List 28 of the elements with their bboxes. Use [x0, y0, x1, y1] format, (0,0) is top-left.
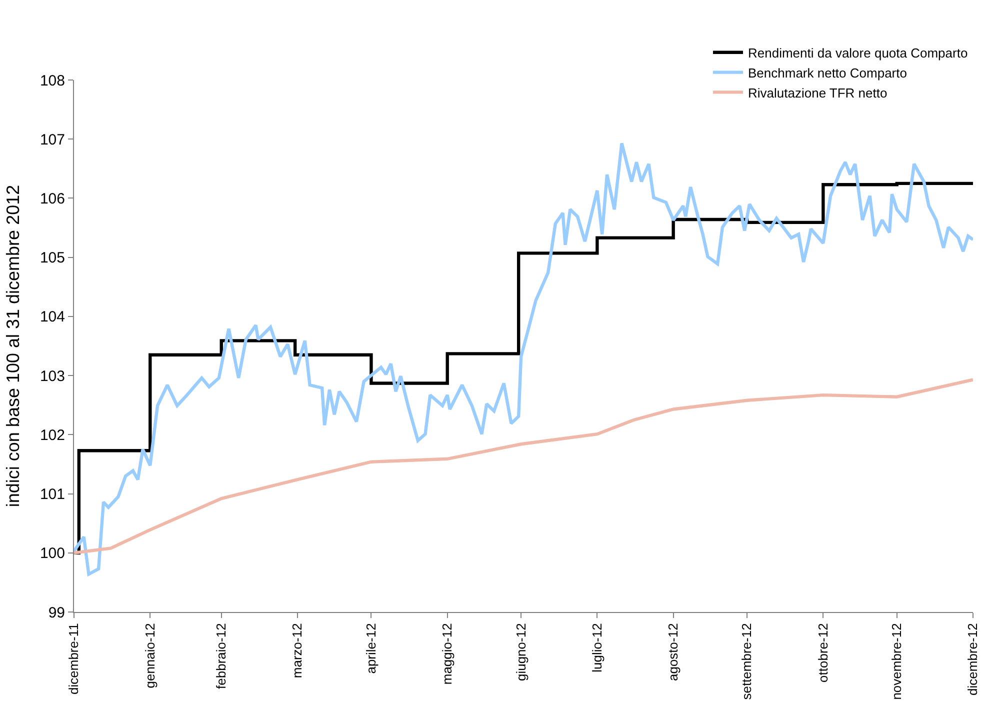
- x-tick-label: dicembre-11: [66, 623, 82, 694]
- y-tick-label: 100: [40, 545, 65, 562]
- y-tick-label: 107: [40, 131, 65, 148]
- x-tick-label: luglio-12: [589, 623, 604, 672]
- x-tick-label: marzo-12: [290, 623, 305, 678]
- x-tick-label: settembre-12: [739, 623, 754, 700]
- y-tick-label: 101: [40, 486, 65, 504]
- x-tick-label: aprile-12: [363, 623, 378, 674]
- x-tick-label: agosto-12: [666, 623, 681, 682]
- x-tick-label: ottobre-12: [815, 623, 830, 682]
- y-tick-label: 103: [40, 368, 65, 385]
- line-series: [74, 378, 973, 554]
- x-tick-label: dicembre-12: [965, 623, 980, 696]
- y-axis-title: indici con base 100 al 31 dicembre 2012: [3, 184, 24, 508]
- legend-label: Benchmark netto Comparto: [748, 65, 907, 80]
- y-tick-label: 99: [48, 604, 65, 622]
- x-tick-label: maggio-12: [440, 623, 455, 685]
- y-tick-label: 105: [40, 250, 65, 267]
- y-tick-label: 104: [40, 308, 65, 326]
- y-tick-label: 106: [40, 190, 65, 208]
- x-tick-label: novembre-12: [889, 623, 904, 700]
- legend-label: Rendimenti da valore quota Comparto: [748, 45, 968, 60]
- legend-label: Rivalutazione TFR netto: [748, 85, 888, 100]
- x-tick-label: febbraio-12: [214, 623, 229, 689]
- x-tick-label: giugno-12: [513, 623, 528, 682]
- y-tick-label: 108: [40, 72, 65, 90]
- y-tick-label: 102: [40, 426, 65, 444]
- x-tick-label: gennaio-12: [142, 623, 158, 688]
